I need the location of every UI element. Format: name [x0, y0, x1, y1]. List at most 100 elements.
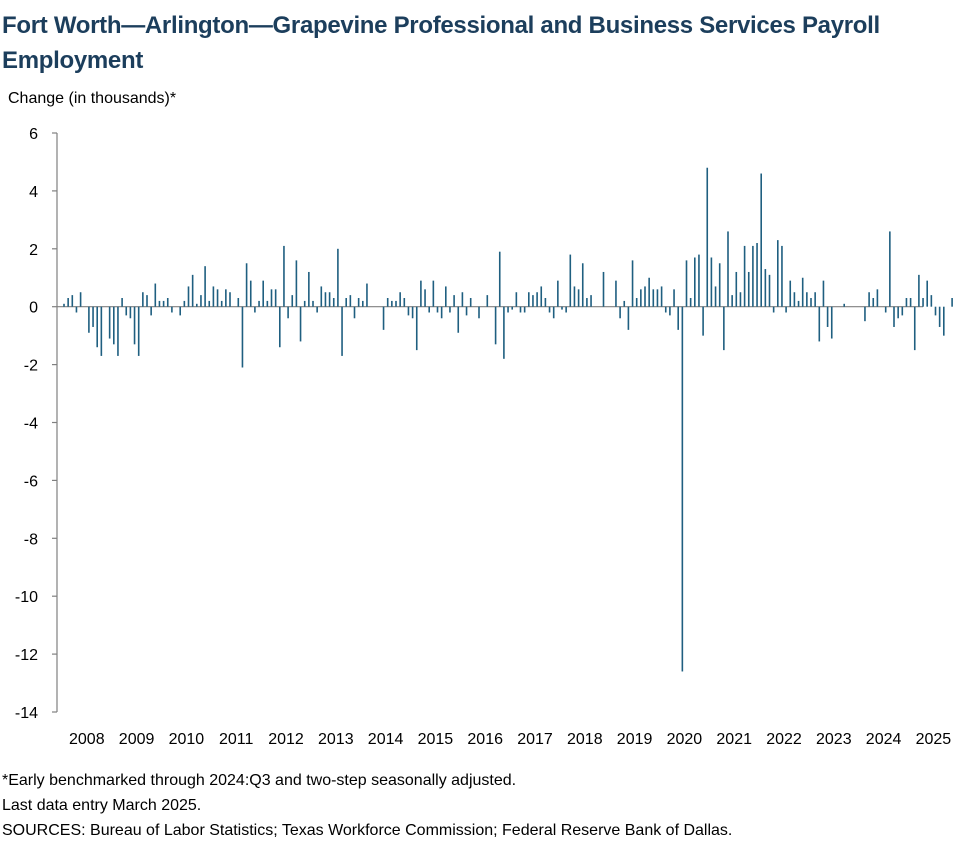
bar [92, 306, 94, 327]
bar [735, 271, 738, 307]
x-tick-label: 2022 [766, 731, 802, 748]
bar [756, 243, 758, 307]
bar [772, 306, 775, 313]
bar [685, 260, 688, 307]
bar [424, 289, 426, 307]
bar [718, 263, 721, 307]
footnote-sources: SOURCES: Bureau of Labor Statistics; Tex… [2, 822, 733, 839]
bar [229, 292, 231, 307]
bar [308, 271, 310, 307]
bar [88, 306, 90, 333]
footnotes: *Early benchmarked through 2024:Q3 and t… [2, 768, 732, 843]
bar [179, 306, 181, 316]
bar [283, 245, 285, 307]
bar [137, 306, 140, 356]
bar [764, 269, 767, 307]
bar [258, 300, 260, 307]
x-tick-label: 2018 [567, 731, 603, 748]
bar [420, 280, 422, 307]
y-axis-label: Change (in thousands)* [8, 90, 177, 107]
bar [295, 260, 298, 307]
bar [503, 306, 505, 359]
bar [702, 306, 704, 336]
bar [884, 306, 887, 313]
bar [146, 295, 148, 307]
bar [75, 306, 78, 313]
bar [382, 306, 385, 330]
y-tick-label: -2 [24, 358, 38, 375]
y-tick-label: -10 [15, 589, 38, 606]
bar [689, 298, 692, 307]
bar [557, 280, 559, 307]
bar [577, 289, 580, 307]
y-tick-label: -12 [15, 647, 38, 664]
bar [399, 292, 401, 307]
y-tick-label: -14 [15, 705, 38, 722]
bar [913, 306, 916, 351]
bar [432, 280, 435, 307]
bar [926, 280, 928, 307]
bar [694, 257, 696, 307]
bar [249, 280, 252, 307]
x-tick-label: 2017 [517, 731, 553, 748]
bar [615, 280, 617, 307]
x-tick-label: 2020 [667, 731, 703, 748]
bar [208, 300, 211, 307]
bar [71, 295, 74, 307]
x-tick-label: 2015 [418, 731, 454, 748]
bar [121, 298, 123, 307]
footnote-last-entry: Last data entry March 2025. [2, 797, 202, 814]
bar [777, 240, 779, 307]
bar [337, 248, 339, 307]
bar [117, 306, 119, 356]
bar [760, 173, 762, 307]
bar [586, 298, 588, 307]
bar [619, 306, 621, 319]
bar [187, 286, 190, 307]
bar [660, 286, 663, 307]
bar [262, 280, 264, 307]
bar [142, 292, 144, 307]
bar [909, 298, 912, 307]
bar [548, 306, 551, 313]
bar [793, 292, 796, 307]
bar [196, 303, 198, 307]
x-tick-label: 2010 [169, 731, 205, 748]
bar [747, 271, 750, 307]
x-tick-label: 2019 [617, 731, 653, 748]
bar [951, 298, 953, 307]
bar [536, 292, 538, 307]
bar [565, 306, 567, 313]
y-tick-label: 4 [29, 184, 38, 201]
bar [706, 167, 709, 307]
bar [428, 306, 430, 313]
bar [303, 300, 306, 307]
bar [714, 286, 717, 307]
bar [220, 300, 223, 307]
bar [623, 300, 626, 307]
bar [698, 254, 700, 307]
footnote-benchmark: *Early benchmarked through 2024:Q3 and t… [2, 772, 517, 789]
bar [602, 271, 605, 307]
bar [204, 266, 206, 307]
bar [440, 306, 443, 319]
bar [743, 245, 746, 307]
bar [291, 295, 294, 307]
x-tick-label: 2009 [119, 731, 155, 748]
bar [806, 292, 808, 307]
bar [656, 289, 659, 307]
bar [797, 300, 800, 307]
bar [332, 298, 335, 307]
x-tick-label: 2011 [219, 731, 254, 748]
y-tick-label: -4 [24, 416, 38, 433]
bar [366, 283, 368, 307]
y-tick-label: 6 [29, 126, 38, 143]
bar [320, 286, 323, 307]
bar [357, 298, 360, 307]
bar [635, 298, 638, 307]
bar [785, 306, 787, 313]
bar [486, 295, 489, 307]
bar [386, 298, 389, 307]
bar [864, 306, 866, 322]
